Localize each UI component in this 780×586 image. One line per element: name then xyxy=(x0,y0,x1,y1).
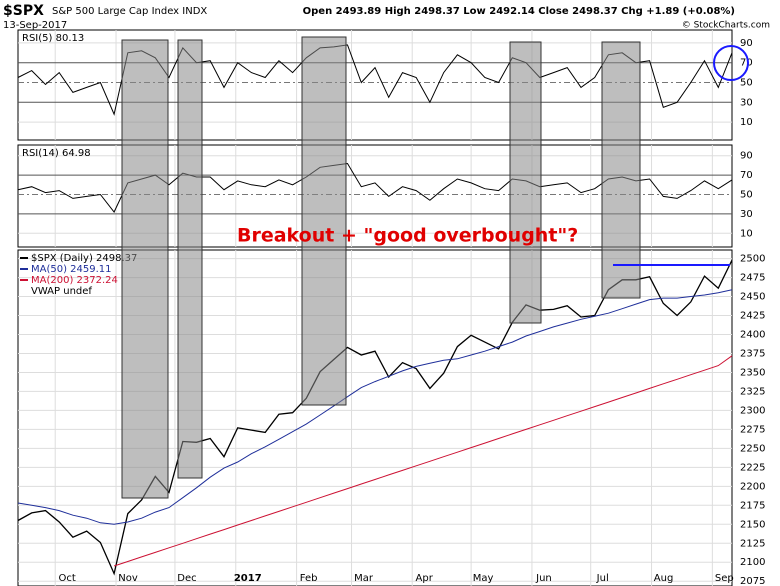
y-tick-label: 2400 xyxy=(740,330,765,341)
legend-label: MA(50) 2459.11 xyxy=(31,264,112,275)
y-tick-label: 2450 xyxy=(740,292,765,303)
y-tick-label: 2500 xyxy=(740,254,765,265)
y-tick-label: 2475 xyxy=(740,273,765,284)
y-tick-label: 2350 xyxy=(740,367,765,378)
y-tick-label: 30 xyxy=(740,209,753,220)
x-tick-label: Dec xyxy=(177,573,196,584)
x-tick-label: Aug xyxy=(654,573,674,584)
quote: Open 2493.89 High 2498.37 Low 2492.14 Cl… xyxy=(303,6,735,17)
panel-title: RSI(5) 80.13 xyxy=(22,33,84,44)
y-tick-label: 2425 xyxy=(740,311,765,322)
y-tick-label: 2250 xyxy=(740,443,765,454)
highlight-box xyxy=(121,39,169,499)
legend-note: VWAP undef xyxy=(31,286,92,297)
panel-frame xyxy=(17,144,733,248)
x-tick-label: Oct xyxy=(59,573,76,584)
y-tick-label: 90 xyxy=(740,38,753,49)
y-tick-label: 70 xyxy=(740,58,753,69)
y-tick-label: 50 xyxy=(740,78,753,89)
panel-frame xyxy=(17,249,733,586)
y-tick-label: 2275 xyxy=(740,424,765,435)
x-tick-label: Nov xyxy=(118,573,138,584)
y-tick-label: 2325 xyxy=(740,386,765,397)
y-tick-label: 2175 xyxy=(740,500,765,511)
panel-title: RSI(14) 64.98 xyxy=(22,148,91,159)
y-tick-label: 2300 xyxy=(740,405,765,416)
x-tick-label: Apr xyxy=(416,573,434,584)
highlight-box xyxy=(177,39,203,479)
y-tick-label: 2375 xyxy=(740,348,765,359)
x-tick-label: Feb xyxy=(300,573,318,584)
highlight-box xyxy=(301,36,347,406)
highlight-box xyxy=(601,41,641,299)
panel-frame xyxy=(17,29,733,141)
y-tick-label: 50 xyxy=(740,190,753,201)
credit: © StockCharts.com xyxy=(682,21,770,31)
x-tick-label: Jun xyxy=(535,573,552,584)
x-tick-label: 2017 xyxy=(234,573,262,584)
x-tick-label: Sep xyxy=(715,573,734,584)
legend-label: MA(200) 2372.24 xyxy=(31,275,118,286)
y-tick-label: 2100 xyxy=(740,557,765,568)
x-tick-label: Mar xyxy=(354,573,374,584)
highlight-boxes xyxy=(121,36,641,499)
annotation: Breakout + "good overbought"? xyxy=(237,225,578,247)
series-line xyxy=(113,355,733,567)
x-tick-label: Jul xyxy=(596,573,609,584)
series-line xyxy=(17,289,733,525)
symbol: $SPX xyxy=(3,3,44,19)
y-tick-label: 2125 xyxy=(740,538,765,549)
y-tick-label: 90 xyxy=(740,151,753,162)
highlight-box xyxy=(509,41,542,324)
y-tick-label: 10 xyxy=(740,228,753,239)
date: 13-Sep-2017 xyxy=(3,20,67,31)
legend-label: $SPX (Daily) 2498.37 xyxy=(31,253,137,264)
highlight-circle xyxy=(713,45,749,81)
y-tick-label: 10 xyxy=(740,117,753,128)
y-tick-label: 2225 xyxy=(740,462,765,473)
y-tick-label: 2075 xyxy=(740,576,765,586)
index-name: S&P 500 Large Cap Index INDX xyxy=(52,6,207,17)
y-tick-label: 2150 xyxy=(740,519,765,530)
y-tick-label: 2200 xyxy=(740,481,765,492)
x-tick-label: May xyxy=(473,573,494,584)
y-tick-label: 70 xyxy=(740,170,753,181)
y-tick-label: 30 xyxy=(740,97,753,108)
